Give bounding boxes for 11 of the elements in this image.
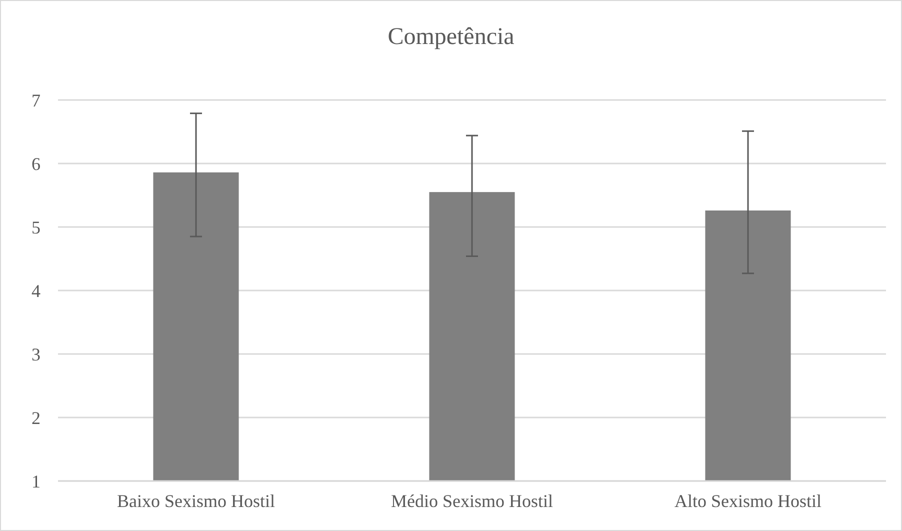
x-tick-label: Médio Sexismo Hostil	[390, 491, 554, 511]
y-tick-label: 5	[32, 217, 40, 238]
x-tick-label: Baixo Sexismo Hostil	[116, 491, 276, 511]
y-tick-label: 6	[32, 154, 40, 174]
y-tick-label: 2	[32, 408, 40, 428]
y-tick-label: 1	[32, 471, 40, 492]
x-tick-label: Alto Sexismo Hostil	[674, 491, 822, 511]
y-tick-label: 7	[32, 90, 40, 110]
y-tick-label: 3	[32, 344, 40, 364]
chart-title: Competência	[388, 24, 515, 50]
y-tick-label: 4	[32, 280, 40, 301]
